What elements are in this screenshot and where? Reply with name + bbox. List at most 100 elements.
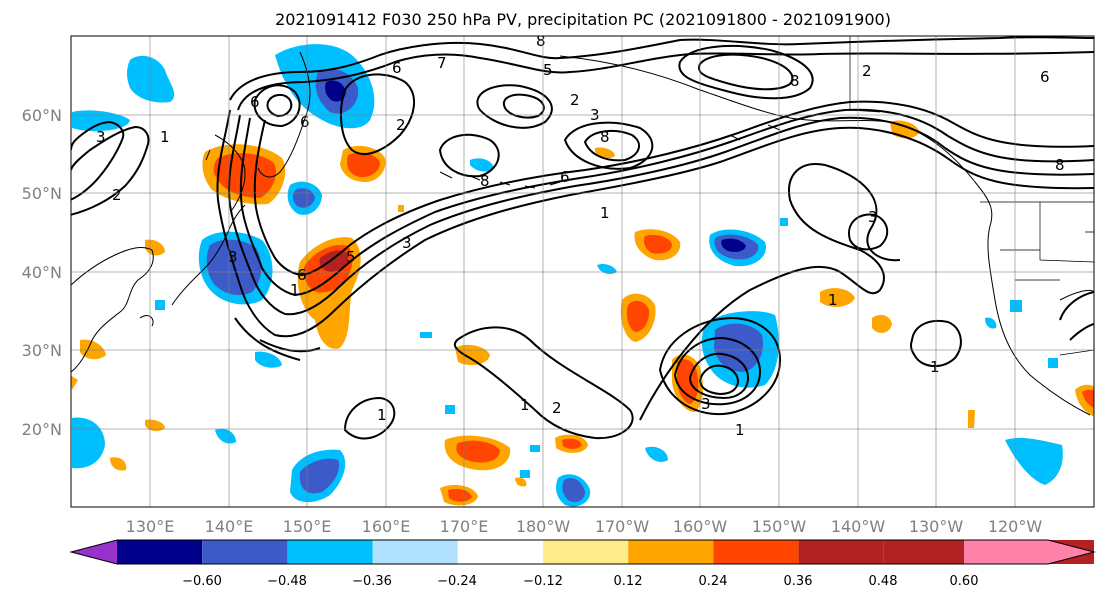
- lon-label: 140°W: [831, 517, 886, 536]
- colorbar-segment: [202, 540, 288, 564]
- lon-label: 150°W: [752, 517, 807, 536]
- colorbar-segment: [117, 540, 203, 564]
- pv-contour: [848, 213, 889, 251]
- pv-contour: [71, 120, 125, 201]
- contour-label: 2: [570, 91, 580, 109]
- borders: [849, 36, 1094, 356]
- latitude-labels: 20°N 30°N 40°N 50°N 60°N: [22, 106, 62, 439]
- colorbar: [69, 539, 1096, 565]
- colorbar-extension-low: [71, 540, 117, 564]
- precip-patch: [555, 434, 588, 453]
- contour-label: 7: [437, 54, 447, 72]
- pv-contour: [583, 129, 641, 162]
- colorbar-tick-label: −0.60: [182, 574, 222, 589]
- colorbar-segment: [287, 540, 373, 564]
- colorbar-tick-label: −0.48: [267, 574, 307, 589]
- pv-contour: [266, 94, 293, 118]
- contour-label: 3: [868, 208, 878, 226]
- contour-label: 3: [402, 234, 412, 252]
- precip-patch: [72, 55, 175, 132]
- colorbar-tick-label: 0.12: [614, 574, 643, 589]
- lat-label: 20°N: [22, 420, 62, 439]
- contour-label: 5: [543, 61, 553, 79]
- pv-contour: [673, 336, 762, 406]
- precip-patch: [71, 120, 1094, 487]
- contour-label: 6: [560, 168, 570, 186]
- colorbar-segment: [628, 540, 714, 564]
- lon-label: 130°E: [126, 517, 175, 536]
- contour-label: 1: [930, 358, 940, 376]
- us-mexico-border: [1059, 349, 1094, 356]
- lon-label: 150°E: [283, 517, 332, 536]
- colorbar-outline: [69, 539, 1096, 565]
- precip-patch: [290, 449, 346, 503]
- colorbar-segment: [457, 540, 543, 564]
- contour-label: 1: [828, 291, 838, 309]
- asia-coastline: [71, 247, 154, 373]
- precip-patch: [440, 484, 478, 506]
- lat-label: 60°N: [22, 106, 62, 125]
- colorbar-segment: [543, 540, 629, 564]
- contour-label: 1: [160, 128, 170, 146]
- contour-label: 8: [536, 32, 546, 50]
- contour-label: 8: [790, 72, 800, 90]
- contour-label: 6: [250, 93, 260, 111]
- contour-label: 1: [520, 396, 530, 414]
- contour-label: 2: [552, 399, 562, 417]
- pv-contour: [253, 84, 301, 128]
- pv-contour: [658, 316, 782, 416]
- pv-contour: [239, 108, 1094, 297]
- pv-contour: [688, 352, 750, 400]
- lat-label: 30°N: [22, 341, 62, 360]
- colorbar-segment: [372, 540, 458, 564]
- contour-label: 1: [735, 421, 745, 439]
- pv-contour: [563, 121, 654, 170]
- contour-label: 6: [297, 266, 307, 284]
- pv-contour: [229, 36, 1094, 101]
- pv-contour: [253, 100, 1094, 277]
- colorbar-tick-label: 0.24: [699, 574, 728, 589]
- contour-label: 8: [480, 172, 490, 190]
- colorbar-tick-label: −0.12: [523, 574, 563, 589]
- pv-contour: [237, 51, 1094, 111]
- contour-label: 5: [346, 248, 356, 266]
- precip-patch: [72, 158, 1063, 485]
- pv-contour: [678, 45, 814, 100]
- lat-label: 50°N: [22, 184, 62, 203]
- lon-label: 160°W: [673, 517, 728, 536]
- contour-label: 3: [96, 128, 106, 146]
- lon-label: 120°W: [988, 517, 1043, 536]
- pv-contour: [697, 53, 794, 91]
- contour-label: 8: [600, 128, 610, 146]
- colorbar-segment: [798, 540, 884, 564]
- north-america-coastline: [987, 225, 1094, 416]
- pv-contour: [340, 73, 416, 155]
- precip-patch: [620, 293, 656, 342]
- lon-label: 170°W: [595, 517, 650, 536]
- lat-label: 40°N: [22, 263, 62, 282]
- pv-contour: [71, 125, 150, 216]
- lon-label: 160°E: [362, 517, 411, 536]
- precip-patch: [444, 435, 511, 471]
- contour-label: 8: [1055, 156, 1065, 174]
- map-area: 8 6 7 5 2 6 3 1 2 3 8 6 1 3 1 1 2 3 1 6: [70, 32, 1095, 508]
- pv-contour: [438, 133, 500, 178]
- contour-label: 6: [1040, 68, 1050, 86]
- contour-labels: 8 6 7 5 2 6 3 1 2 3 8 6 1 3 1 1 2 3 1 6: [96, 32, 1065, 439]
- contour-label: 2: [862, 62, 872, 80]
- colorbar-tick-label: 0.36: [784, 574, 813, 589]
- colorbar-extension-high: [964, 540, 1094, 564]
- precip-patch: [709, 229, 766, 267]
- contour-label: 6: [300, 113, 310, 131]
- contour-label: 2: [396, 116, 406, 134]
- lon-label: 130°W: [909, 517, 964, 536]
- pv-contour: [453, 326, 634, 440]
- precip-patch: [556, 474, 591, 507]
- colorbar-tick-label: −0.36: [352, 574, 392, 589]
- lon-label: 140°E: [205, 517, 254, 536]
- map-title: 2021091412 F030 250 hPa PV, precipitatio…: [275, 10, 891, 29]
- lon-label: 170°E: [440, 517, 489, 536]
- lon-label: 180°W: [516, 517, 571, 536]
- precip-patch: [340, 145, 386, 182]
